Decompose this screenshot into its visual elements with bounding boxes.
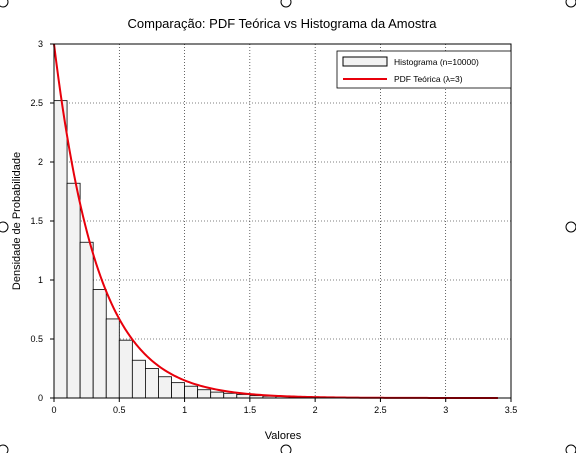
x-tick-label: 0.5 [113,405,126,415]
histogram-bar [210,391,225,399]
legend-histogram-swatch [342,56,388,67]
plot-area: 0 0.5 1 1.5 2 2.5 3 3.5 0 0.5 1 1.5 2 2.5 3 [30,39,517,415]
x-axis-label: Valores [265,430,302,442]
histogram-bar [158,376,172,399]
y-tick-label: 0.5 [30,334,43,344]
histogram-bar [223,392,238,399]
y-tick-label: 3 [38,39,43,49]
resize-handle-top-center[interactable] [280,0,292,8]
histogram-bar [53,100,68,399]
x-tick-label: 2 [313,405,318,415]
resize-handle-bottom-left[interactable] [0,444,9,453]
x-tick-label: 2.5 [374,405,387,415]
histogram-bar [131,359,146,399]
resize-handle-bottom-center[interactable] [280,444,292,453]
x-tick-label: 3 [443,405,448,415]
resize-handle-bottom-right[interactable] [565,444,576,453]
y-tick-label: 2.5 [30,98,43,108]
legend-pdf-label: PDF Teórica (λ=3) [394,74,463,84]
histogram-bar [197,389,212,399]
histogram-bar [171,382,185,399]
chart-title: Comparação: PDF Teórica vs Histograma da… [128,16,438,31]
histogram-bar [184,385,199,399]
histogram-bar [236,394,251,399]
histogram-bar [79,241,94,399]
x-tick-label: 1.5 [244,405,257,415]
resize-handle-middle-left[interactable] [0,221,9,233]
y-tick-label: 2 [38,157,43,167]
resize-handle-top-right[interactable] [565,0,576,8]
histogram-bar [118,339,133,399]
histogram-bar [105,318,120,399]
y-axis-label: Densidade de Probabilidade [11,152,23,290]
x-tick-label: 1 [182,405,187,415]
resize-handle-top-left[interactable] [0,0,9,8]
resize-handle-middle-right[interactable] [565,221,576,233]
x-tick-label: 3.5 [505,405,518,415]
histogram-bar [144,368,159,399]
histogram-bar [92,289,107,399]
legend-histogram-label: Histograma (n=10000) [394,57,479,67]
legend: Histograma (n=10000) PDF Teórica (λ=3) [336,50,512,89]
x-tick-label: 0 [51,405,56,415]
histogram-bar [66,182,81,399]
y-tick-label: 0 [38,393,43,403]
y-tick-label: 1 [38,275,43,285]
y-tick-label: 1.5 [30,216,43,226]
